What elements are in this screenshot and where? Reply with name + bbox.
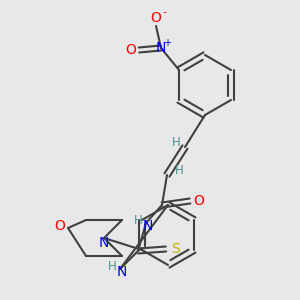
Text: H: H bbox=[175, 164, 183, 178]
Text: O: O bbox=[55, 219, 65, 233]
Text: H: H bbox=[172, 136, 180, 149]
Text: O: O bbox=[126, 43, 136, 57]
Text: N: N bbox=[156, 41, 166, 55]
Text: N: N bbox=[117, 265, 127, 279]
Text: N: N bbox=[143, 219, 153, 233]
Text: N: N bbox=[99, 236, 109, 250]
Text: +: + bbox=[163, 38, 171, 48]
Text: S: S bbox=[171, 242, 179, 256]
Text: H: H bbox=[108, 260, 116, 274]
Text: O: O bbox=[151, 11, 161, 25]
Text: -: - bbox=[162, 7, 166, 17]
Text: H: H bbox=[134, 214, 142, 227]
Text: O: O bbox=[194, 194, 204, 208]
